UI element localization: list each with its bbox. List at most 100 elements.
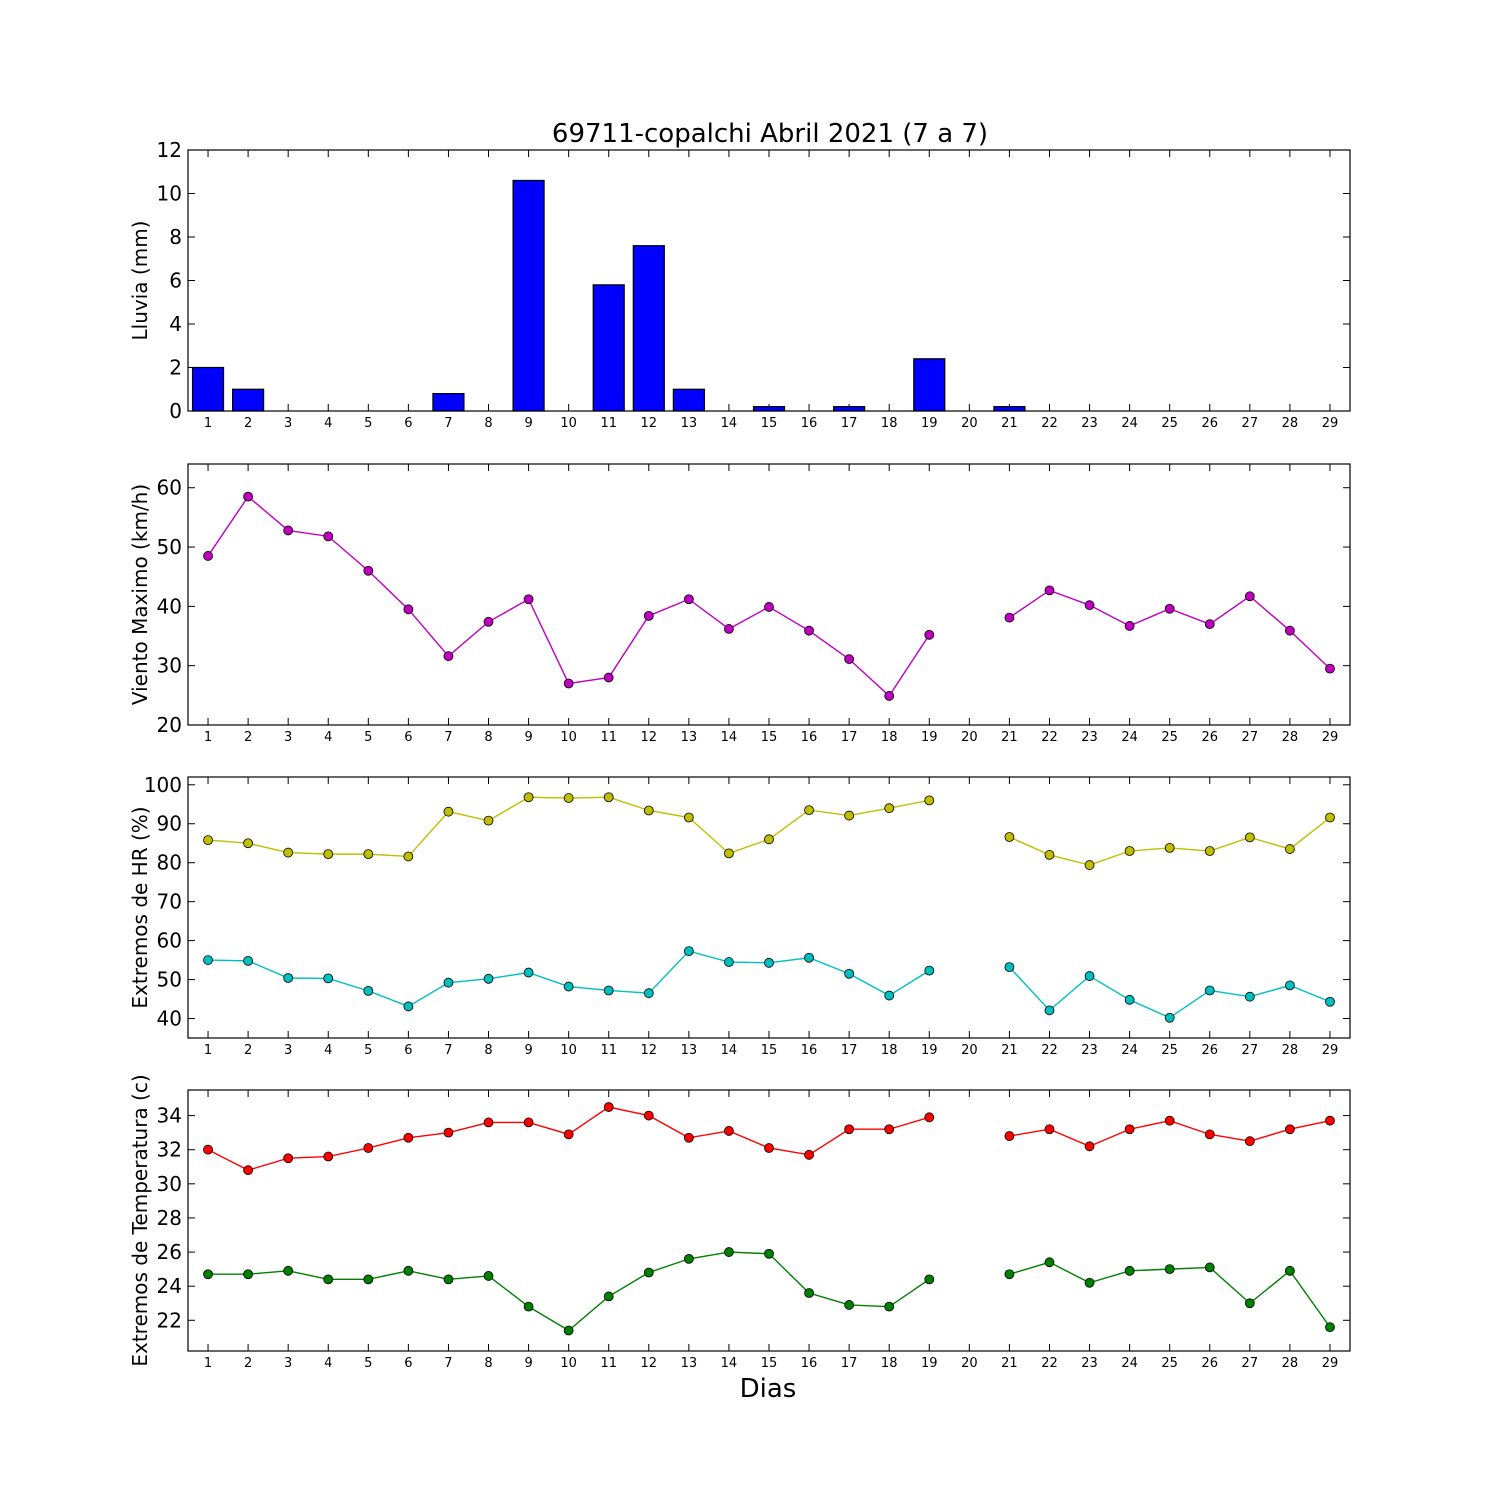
x-tick-label: 8 [484,730,492,745]
rain-bar [913,358,946,412]
data-point [323,1151,334,1162]
data-point [1164,1012,1175,1023]
data-point [804,1149,814,1160]
data-point [804,625,814,636]
data-point [724,1126,734,1136]
x-tick-label: 23 [1081,416,1098,431]
data-point [323,849,334,860]
x-tick-label: 21 [1001,416,1018,431]
x-tick-label: 4 [324,1356,332,1371]
x-tick-label: 6 [404,1043,412,1058]
x-tick-label: 15 [761,1043,778,1058]
data-point [203,551,213,561]
data-point [764,957,774,968]
x-axis-label: Dias [740,1374,797,1404]
data-point [483,1117,494,1128]
x-tick-label: 14 [721,730,738,745]
x-tick-label: 5 [364,416,372,431]
data-point [563,981,574,992]
x-tick-label: 3 [284,1043,292,1058]
x-tick-label: 7 [444,1356,452,1371]
x-tick-label: 1 [204,1043,212,1058]
data-point [443,1274,454,1285]
data-point [924,795,935,806]
y-tick-label: 70 [157,890,182,914]
data-point [283,973,294,983]
x-tick-label: 11 [600,1043,617,1058]
x-tick-label: 20 [961,1356,978,1371]
data-point [1284,1265,1295,1276]
y-axis-label: Lluvia (mm) [128,221,152,341]
x-tick-label: 23 [1081,730,1098,745]
x-tick-label: 14 [721,1043,738,1058]
data-point [1325,1115,1335,1126]
data-point [443,977,454,988]
y-tick-label: 12 [157,138,182,162]
data-point [844,1300,855,1310]
x-tick-label: 2 [244,1043,252,1058]
x-tick-label: 19 [921,1356,938,1371]
data-point [323,973,334,984]
x-tick-label: 20 [961,1043,978,1058]
x-tick-label: 8 [484,1356,492,1371]
data-point [683,1253,694,1264]
x-tick-label: 11 [600,730,617,745]
x-tick-label: 26 [1201,1356,1218,1371]
x-tick-label: 20 [961,416,978,431]
x-tick-label: 21 [1001,1356,1018,1371]
x-tick-label: 2 [244,416,252,431]
data-point [764,1143,774,1153]
rain-bar [752,406,786,412]
data-point [844,810,855,821]
data-point [283,847,294,858]
data-point [403,1001,414,1012]
x-tick-label: 1 [204,1356,212,1371]
data-point [1244,1136,1255,1147]
data-point [443,1127,454,1138]
rain-bar [672,388,705,412]
data-point [483,973,494,984]
data-point [1124,621,1135,631]
x-tick-label: 8 [484,416,492,431]
data-point [724,848,734,859]
data-point [724,624,734,634]
data-point [804,952,814,963]
y-tick-label: 40 [157,594,182,618]
data-point [1244,1298,1255,1309]
data-point [203,955,213,965]
data-point [1124,994,1135,1005]
data-point [1084,1141,1095,1152]
x-tick-label: 2 [244,1356,252,1371]
data-point [363,1274,374,1285]
x-tick-label: 15 [761,416,778,431]
x-tick-label: 17 [841,1043,858,1058]
data-point [1124,1124,1135,1135]
data-point [1164,1115,1175,1126]
data-point [403,1265,414,1276]
data-point [403,604,414,615]
y-tick-label: 50 [157,535,182,559]
y-tick-label: 90 [157,812,182,836]
y-tick-label: 40 [157,1007,182,1031]
x-tick-label: 22 [1041,416,1058,431]
y-axis-label: Extremos de Temperatura (c) [128,1074,152,1366]
data-point [1004,832,1015,842]
x-tick-label: 1 [204,416,212,431]
data-point [1044,585,1055,596]
x-tick-label: 6 [404,1356,412,1371]
data-point [884,691,895,701]
x-tick-label: 20 [961,730,978,745]
x-tick-label: 10 [560,1043,577,1058]
data-point [243,1165,254,1176]
x-tick-label: 2 [244,730,252,745]
data-point [243,491,254,502]
rain-bar [833,406,866,412]
x-tick-label: 10 [560,730,577,745]
x-tick-label: 9 [524,416,532,431]
x-tick-label: 18 [881,416,898,431]
x-tick-label: 13 [681,730,698,745]
x-tick-label: 16 [801,1356,818,1371]
data-point [924,965,935,976]
